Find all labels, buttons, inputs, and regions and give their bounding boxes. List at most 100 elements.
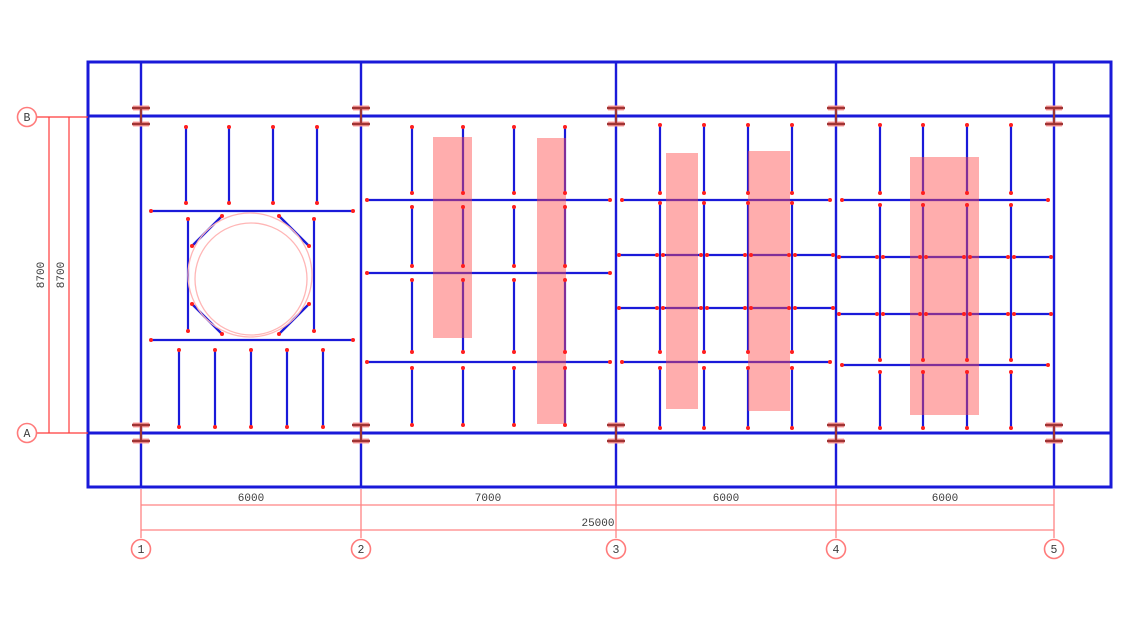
connection-dot [921, 191, 925, 195]
grid-bubble-label: 1 [138, 544, 145, 557]
dimension-label-vertical: 8700 [36, 262, 48, 288]
connection-dot [965, 426, 969, 430]
connection-dot [878, 123, 882, 127]
connection-dot [793, 253, 797, 257]
connection-dot [410, 264, 414, 268]
connection-dot [617, 306, 621, 310]
connection-dot [186, 329, 190, 333]
connection-dot [149, 209, 153, 213]
connection-dot [840, 198, 844, 202]
connection-dot [184, 201, 188, 205]
dimension-label: 6000 [932, 493, 958, 505]
connection-dot [321, 348, 325, 352]
connection-dot [190, 302, 194, 306]
grid-bubble-3 [605, 538, 627, 560]
connection-dot [968, 255, 972, 259]
connection-dot [658, 123, 662, 127]
connection-dot [220, 214, 224, 218]
connection-dot [227, 125, 231, 129]
connection-dot [461, 191, 465, 195]
connection-dot [608, 271, 612, 275]
connection-dot [512, 264, 516, 268]
column-marker [132, 105, 150, 127]
connection-dot [749, 306, 753, 310]
connection-dot [918, 312, 922, 316]
connection-dot [878, 191, 882, 195]
connection-dot [658, 191, 662, 195]
connection-dot [620, 360, 624, 364]
connection-dot [1046, 198, 1050, 202]
connection-dot [312, 329, 316, 333]
connection-dot [149, 338, 153, 342]
dimension-label: 6000 [713, 493, 739, 505]
connection-dot [512, 191, 516, 195]
column-marker [827, 422, 845, 444]
column-marker [132, 422, 150, 444]
connection-dot [608, 360, 612, 364]
connection-dot [790, 191, 794, 195]
connection-dot [410, 350, 414, 354]
connection-dot [220, 332, 224, 336]
connection-dot [790, 201, 794, 205]
connection-dot [968, 312, 972, 316]
connection-dot [213, 425, 217, 429]
grid-bubble-label: A [24, 428, 31, 441]
connection-dot [875, 312, 879, 316]
connection-dot [746, 426, 750, 430]
column-marker [1045, 105, 1063, 127]
column-marker [352, 105, 370, 127]
connection-dot [743, 306, 747, 310]
connection-dot [831, 253, 835, 257]
slab-strip [433, 137, 472, 338]
connection-dot [699, 253, 703, 257]
connection-dot [965, 370, 969, 374]
connection-dot [563, 125, 567, 129]
connection-dot [307, 302, 311, 306]
connection-dot [787, 306, 791, 310]
connection-dot [962, 255, 966, 259]
grid-bubble-label: 2 [358, 544, 365, 557]
grid-bubble-label: 3 [613, 544, 620, 557]
connection-dot [321, 425, 325, 429]
connection-dot [702, 426, 706, 430]
connection-dot [563, 350, 567, 354]
connection-dot [1049, 255, 1053, 259]
connection-dot [315, 201, 319, 205]
connection-dot [1009, 123, 1013, 127]
connection-dot [840, 363, 844, 367]
connection-dot [655, 306, 659, 310]
slab-strip [537, 138, 566, 424]
connection-dot [410, 125, 414, 129]
connection-dot [837, 255, 841, 259]
connection-dot [1009, 191, 1013, 195]
grid-bubble-2 [350, 538, 372, 560]
connection-dot [702, 123, 706, 127]
slab-strip [910, 157, 979, 415]
connection-dot [1006, 255, 1010, 259]
connection-dot [315, 125, 319, 129]
connection-dot [563, 191, 567, 195]
connection-dot [617, 253, 621, 257]
connection-dot [461, 366, 465, 370]
connection-dot [351, 209, 355, 213]
connection-dot [881, 255, 885, 259]
connection-dot [918, 255, 922, 259]
connection-dot [705, 306, 709, 310]
connection-dot [184, 125, 188, 129]
grid-bubble-4 [825, 538, 847, 560]
connection-dot [790, 426, 794, 430]
connection-dot [921, 203, 925, 207]
connection-dot [1012, 312, 1016, 316]
connection-dot [563, 366, 567, 370]
connection-dot [705, 253, 709, 257]
connection-dot [881, 312, 885, 316]
connection-dot [190, 244, 194, 248]
connection-dot [563, 264, 567, 268]
connection-dot [365, 360, 369, 364]
connection-dot [746, 201, 750, 205]
connection-dot [790, 366, 794, 370]
connection-dot [921, 358, 925, 362]
connection-dot [271, 201, 275, 205]
